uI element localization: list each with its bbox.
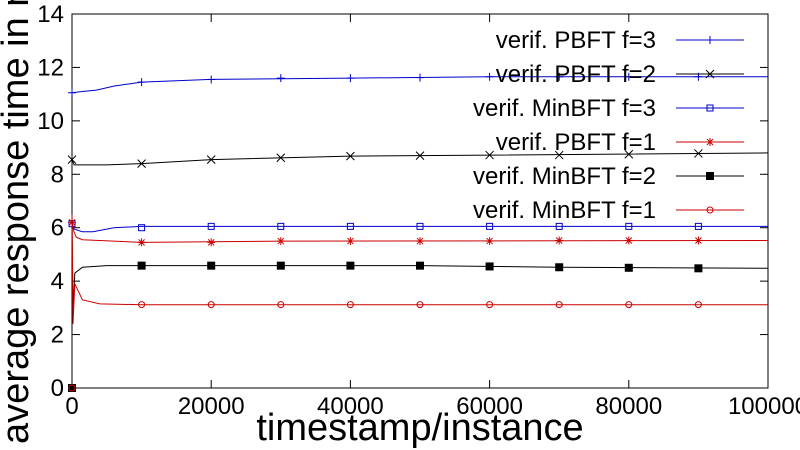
- data-point: [416, 261, 424, 270]
- data-point: [346, 261, 355, 270]
- axes: 0 2 4 6 8 10 12 14 0 20000 40000 60000 80000 100000: [37, 1, 800, 420]
- data-point: [67, 155, 77, 164]
- data-point: [137, 159, 146, 168]
- data-point: [416, 222, 424, 230]
- legend-marker: [706, 36, 714, 44]
- data-point: [207, 238, 216, 247]
- legend-marker: [706, 172, 714, 180]
- y-tick-label: 14: [37, 1, 64, 28]
- legend-label: verif. MinBFT f=2: [473, 163, 656, 190]
- data-point: [485, 72, 494, 81]
- data-point: [485, 150, 494, 160]
- data-point: [554, 150, 564, 160]
- data-point: [277, 222, 285, 230]
- data-point: [415, 151, 425, 160]
- y-tick-label: 2: [51, 322, 64, 349]
- data-point: [694, 149, 703, 158]
- x-tick-label: 80000: [595, 393, 662, 420]
- data-point: [346, 237, 355, 246]
- y-tick-label: 8: [51, 161, 64, 188]
- data-point: [694, 236, 703, 245]
- legend-marker: [706, 104, 714, 112]
- data-point: [416, 301, 424, 309]
- legend: verif. PBFT f=3 verif. PBFT f=2 verif. Min…: [473, 27, 744, 224]
- data-point: [207, 261, 216, 270]
- data-point: [555, 301, 563, 309]
- data-point: [138, 301, 146, 309]
- y-tick-label: 10: [37, 108, 64, 135]
- legend-marker: [706, 138, 714, 146]
- data-point: [276, 261, 285, 270]
- series-6: [68, 214, 768, 392]
- data-point: [346, 151, 355, 161]
- legend-label: verif. MinBFT f=3: [473, 95, 656, 122]
- series-4: [68, 218, 769, 247]
- data-point: [68, 88, 76, 97]
- series-3: [68, 220, 768, 233]
- data-point: [555, 236, 564, 245]
- y-tick-label: 6: [51, 215, 64, 242]
- series-group: [67, 72, 769, 392]
- x-tick-label: 100000: [728, 393, 800, 420]
- data-point: [555, 222, 563, 230]
- data-point: [624, 263, 633, 272]
- data-point: [485, 262, 494, 271]
- data-point: [68, 384, 76, 392]
- data-point: [346, 74, 355, 83]
- series-line: [71, 214, 768, 324]
- data-point: [276, 153, 286, 163]
- legend-label: verif. PBFT f=3: [496, 27, 656, 54]
- legend-label: verif. PBFT f=2: [496, 61, 656, 88]
- data-point: [137, 78, 146, 87]
- data-point: [625, 222, 633, 230]
- y-tick-label: 0: [51, 375, 64, 402]
- data-point: [555, 263, 564, 272]
- series-line: [71, 223, 768, 233]
- y-tick-label: 12: [37, 54, 64, 81]
- data-point: [137, 238, 146, 247]
- x-tick-label: 60000: [456, 393, 523, 420]
- plot-frame: [71, 13, 769, 389]
- y-tick-label: 4: [51, 268, 64, 295]
- data-point: [624, 72, 633, 81]
- data-point: [624, 149, 634, 159]
- data-point: [276, 237, 285, 246]
- legend-marker: [705, 69, 715, 79]
- data-point: [206, 155, 216, 164]
- data-point: [624, 236, 633, 245]
- legend-marker: [706, 206, 714, 214]
- data-point: [694, 301, 702, 309]
- data-point: [694, 264, 703, 273]
- data-point: [694, 222, 702, 230]
- data-point: [485, 237, 494, 246]
- data-point: [137, 261, 146, 270]
- data-point: [346, 301, 354, 309]
- x-tick-label: 0: [65, 393, 78, 420]
- data-point: [207, 301, 215, 309]
- x-tick-label: 40000: [317, 393, 384, 420]
- series-1: [68, 72, 768, 97]
- series-line: [71, 152, 769, 166]
- data-point: [486, 301, 494, 309]
- data-point: [416, 73, 424, 82]
- data-point: [346, 222, 354, 230]
- data-point: [416, 237, 424, 246]
- x-tick-label: 20000: [178, 393, 245, 420]
- data-point: [277, 301, 285, 309]
- data-point: [555, 72, 564, 81]
- legend-label: verif. PBFT f=1: [496, 129, 656, 156]
- data-point: [207, 222, 215, 230]
- y-axis-title: average response time in ms: [0, 0, 37, 444]
- data-point: [138, 224, 146, 232]
- series-2: [67, 149, 769, 168]
- data-point: [486, 222, 494, 230]
- data-point: [207, 75, 216, 84]
- legend-label: verif. MinBFT f=1: [473, 197, 656, 224]
- x-axis-title: timestamp/instance: [256, 407, 583, 449]
- data-point: [276, 74, 285, 83]
- data-point: [625, 301, 633, 309]
